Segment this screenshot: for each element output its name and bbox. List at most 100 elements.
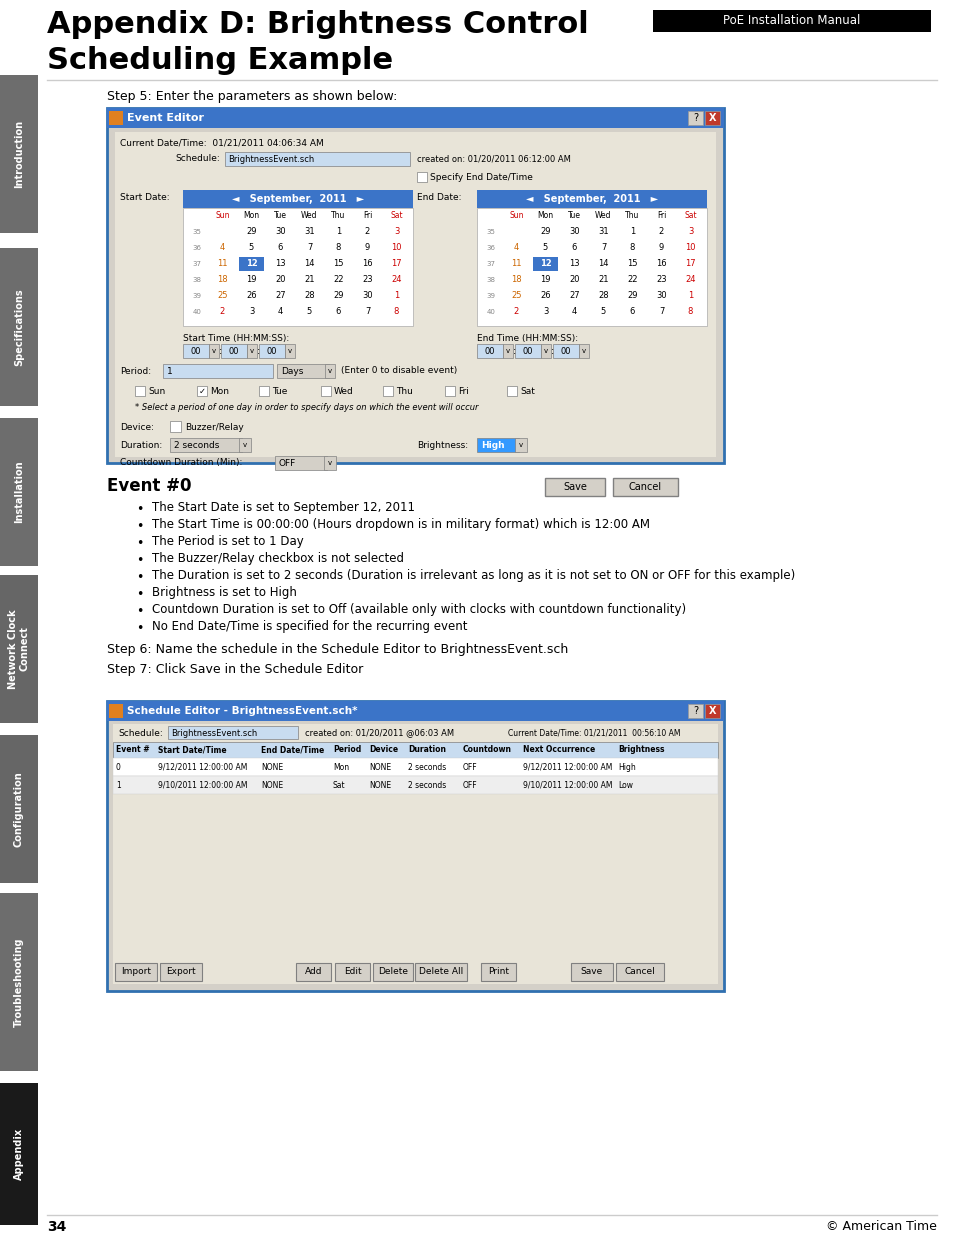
Text: 27: 27 [274, 291, 286, 300]
Text: OFF: OFF [462, 781, 477, 789]
Text: created on: 01/20/2011 06:12:00 AM: created on: 01/20/2011 06:12:00 AM [416, 154, 570, 163]
Text: 8: 8 [629, 243, 635, 252]
Text: 8: 8 [394, 308, 398, 316]
Text: 16: 16 [656, 259, 666, 268]
Text: 11: 11 [511, 259, 521, 268]
Text: Current Date/Time:  01/21/2011 04:06:34 AM: Current Date/Time: 01/21/2011 04:06:34 A… [120, 140, 323, 148]
Bar [163, 364, 273, 378]
Text: Mon: Mon [537, 211, 553, 221]
Text: 10: 10 [391, 243, 401, 252]
Text: v: v [328, 368, 332, 374]
Text: Thu: Thu [395, 387, 413, 395]
Text: Wed: Wed [301, 211, 317, 221]
Text: X: X [708, 706, 716, 716]
Bar [112, 758, 718, 776]
Text: 9/12/2011 12:00:00 AM: 9/12/2011 12:00:00 AM [522, 762, 612, 772]
Bar [115, 132, 716, 457]
Text: Brightness: Brightness [618, 746, 664, 755]
Text: 6: 6 [277, 243, 283, 252]
Text: :: : [551, 346, 554, 356]
Text: 5: 5 [542, 243, 548, 252]
Bar [225, 152, 410, 165]
Bar [571, 963, 613, 981]
Bar [112, 724, 718, 984]
Text: 30: 30 [274, 227, 286, 236]
Text: 29: 29 [626, 291, 638, 300]
Bar [295, 963, 331, 981]
Text: 15: 15 [333, 259, 343, 268]
Text: 18: 18 [217, 275, 228, 284]
Text: 37: 37 [193, 261, 201, 267]
Text: Mon: Mon [243, 211, 259, 221]
Bar [476, 207, 706, 326]
Text: •: • [136, 555, 144, 567]
Text: (Enter 0 to disable event): (Enter 0 to disable event) [340, 367, 456, 375]
Text: 4: 4 [514, 243, 518, 252]
Text: Duration: Duration [408, 746, 446, 755]
Text: 11: 11 [217, 259, 228, 268]
Text: 6: 6 [571, 243, 577, 252]
Text: Mon: Mon [333, 762, 349, 772]
Bar [415, 963, 467, 981]
Text: 40: 40 [193, 309, 201, 315]
Text: 4: 4 [571, 308, 577, 316]
Text: Buzzer/Relay: Buzzer/Relay [185, 422, 244, 431]
Text: NONE: NONE [369, 781, 391, 789]
Text: 21: 21 [598, 275, 608, 284]
Text: Step 5: Enter the parameters as shown below:: Step 5: Enter the parameters as shown be… [107, 90, 397, 103]
Bar [476, 345, 502, 358]
Text: 14: 14 [598, 259, 608, 268]
Text: Sun: Sun [215, 211, 230, 221]
Text: 39: 39 [486, 293, 495, 299]
Text: ✓: ✓ [198, 387, 205, 395]
Text: Schedule Editor - BrightnessEvent.sch*: Schedule Editor - BrightnessEvent.sch* [127, 706, 357, 716]
Text: 8: 8 [687, 308, 693, 316]
Bar [325, 364, 335, 378]
Text: Thu: Thu [331, 211, 345, 221]
Text: Cancel: Cancel [628, 482, 660, 492]
Text: 3: 3 [394, 227, 398, 236]
Text: 23: 23 [656, 275, 666, 284]
Text: 4: 4 [277, 308, 283, 316]
Text: 17: 17 [684, 259, 695, 268]
Text: OFF: OFF [278, 458, 296, 468]
Text: Schedule:: Schedule: [174, 154, 219, 163]
Text: 2 seconds: 2 seconds [408, 781, 446, 789]
Text: High: High [618, 762, 635, 772]
Text: Sat: Sat [390, 211, 402, 221]
Bar [0, 248, 38, 406]
Text: 28: 28 [598, 291, 608, 300]
Text: BrightnessEvent.sch: BrightnessEvent.sch [171, 729, 257, 737]
Text: 29: 29 [246, 227, 256, 236]
Text: 26: 26 [539, 291, 550, 300]
Text: 00: 00 [522, 347, 533, 356]
Bar [515, 345, 540, 358]
Bar [540, 345, 551, 358]
Bar [382, 387, 393, 396]
Bar [221, 345, 247, 358]
Text: 19: 19 [246, 275, 256, 284]
Text: 23: 23 [362, 275, 373, 284]
Text: Scheduling Example: Scheduling Example [47, 46, 393, 75]
Text: v: v [505, 348, 510, 354]
Text: Print: Print [488, 967, 509, 977]
Bar [109, 704, 123, 718]
Text: Wed: Wed [595, 211, 611, 221]
Text: Installation: Installation [14, 461, 24, 524]
Text: 9/10/2011 12:00:00 AM: 9/10/2011 12:00:00 AM [522, 781, 612, 789]
Text: 1: 1 [629, 227, 635, 236]
Text: 31: 31 [304, 227, 314, 236]
Text: v: v [212, 348, 215, 354]
Text: 19: 19 [539, 275, 550, 284]
Bar [107, 107, 723, 128]
Text: 7: 7 [364, 308, 370, 316]
Text: 13: 13 [569, 259, 579, 268]
Bar [373, 963, 413, 981]
Bar [170, 438, 242, 452]
Bar [274, 456, 327, 471]
Text: 00: 00 [191, 347, 201, 356]
Text: The Start Date is set to September 12, 2011: The Start Date is set to September 12, 2… [152, 501, 415, 514]
Text: 38: 38 [486, 277, 495, 283]
Text: 22: 22 [626, 275, 638, 284]
Text: :: : [219, 346, 222, 356]
